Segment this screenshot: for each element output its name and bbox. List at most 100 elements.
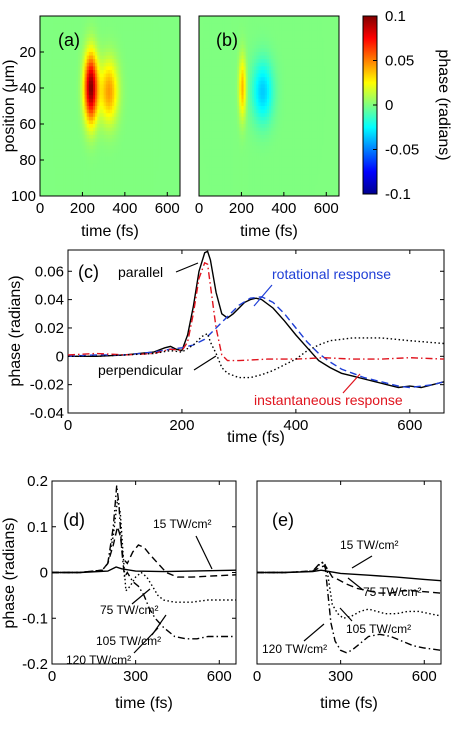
- heatmap-cell: [86, 124, 90, 128]
- heatmap-cell: [224, 73, 227, 78]
- heatmap-cell: [239, 44, 242, 49]
- heatmap-cell: [313, 23, 317, 28]
- heatmap-cell: [131, 174, 134, 179]
- heatmap-cell: [317, 91, 321, 96]
- heatmap-cell: [141, 170, 145, 175]
- heatmap-cell: [154, 116, 158, 121]
- heatmap-cell: [262, 41, 266, 46]
- heatmap-cell: [207, 102, 211, 107]
- heatmap-cell: [165, 102, 168, 107]
- heatmap-cell: [54, 131, 58, 136]
- heatmap-cell: [114, 73, 117, 78]
- heatmap-cell: [224, 19, 227, 24]
- heatmap-cell: [42, 170, 45, 175]
- heatmap-cell: [258, 88, 261, 92]
- heatmap-cell: [95, 106, 98, 110]
- heatmap-cell: [131, 163, 134, 168]
- heatmap-cell: [93, 160, 96, 164]
- heatmap-cell: [84, 91, 88, 96]
- heatmap-cell: [222, 77, 225, 82]
- heatmap-cell: [311, 59, 314, 64]
- heatmap-cell: [131, 37, 134, 42]
- heatmap-cell: [199, 16, 202, 20]
- heatmap-cell: [107, 127, 111, 132]
- heatmap-cell: [52, 163, 56, 168]
- heatmap-cell: [114, 109, 117, 114]
- heatmap-cell: [48, 167, 52, 172]
- heatmap-cell: [133, 113, 136, 118]
- heatmap-cell: [90, 41, 94, 46]
- heatmap-cell: [167, 109, 170, 114]
- heatmap-cell: [59, 106, 62, 110]
- heatmap-cell: [146, 80, 149, 85]
- heatmap-cell: [302, 44, 306, 49]
- y-tick-label: 40: [19, 80, 36, 97]
- heatmap-cell: [126, 167, 130, 172]
- heatmap-cell: [139, 142, 143, 146]
- heatmap-cell: [175, 84, 179, 89]
- heatmap-cell: [133, 178, 136, 182]
- heatmap-cell: [152, 142, 155, 146]
- heatmap-cell: [298, 48, 302, 53]
- heatmap-cell: [110, 102, 113, 107]
- heatmap-cell: [110, 70, 113, 74]
- heatmap-cell: [152, 174, 155, 179]
- heatmap-cell: [105, 138, 109, 143]
- heatmap-cell: [218, 66, 221, 71]
- heatmap-cell: [232, 59, 236, 64]
- heatmap-cell: [302, 55, 306, 60]
- heatmap-cell: [205, 44, 208, 49]
- heatmap-cell: [273, 77, 276, 82]
- heatmap-cell: [90, 52, 94, 56]
- heatmap-cell: [107, 178, 111, 182]
- heatmap-cell: [146, 30, 149, 35]
- heatmap-cell: [215, 98, 219, 103]
- heatmap-cell: [154, 142, 158, 146]
- heatmap-cell: [292, 48, 295, 53]
- heatmap-cell: [294, 55, 297, 60]
- heatmap-cell: [65, 77, 68, 82]
- heatmap-cell: [118, 181, 122, 186]
- heatmap-cell: [296, 62, 300, 67]
- heatmap-cell: [76, 163, 79, 168]
- heatmap-cell: [266, 70, 270, 74]
- heatmap-cell: [133, 145, 136, 150]
- heatmap-cell: [122, 91, 126, 96]
- heatmap-cell: [67, 77, 71, 82]
- heatmap-cell: [97, 163, 100, 168]
- heatmap-cell: [65, 26, 68, 31]
- heatmap-cell: [260, 73, 264, 78]
- heatmap-cell: [107, 91, 111, 96]
- heatmap-cell: [158, 19, 162, 24]
- heatmap-cell: [203, 41, 206, 46]
- heatmap-cell: [152, 124, 155, 128]
- heatmap-cell: [118, 124, 122, 128]
- heatmap-cell: [322, 73, 325, 78]
- heatmap-cell: [277, 26, 281, 31]
- heatmap-cell: [158, 109, 162, 114]
- heatmap-cell: [266, 88, 270, 92]
- heatmap-cell: [118, 16, 122, 20]
- heatmap-cell: [126, 106, 130, 110]
- x-tick-label: 200: [70, 200, 95, 217]
- heatmap-cell: [281, 48, 285, 53]
- heatmap-cell: [249, 48, 253, 53]
- heatmap-cell: [309, 70, 312, 74]
- heatmap-cell: [84, 34, 88, 38]
- heatmap-cell: [137, 167, 141, 172]
- heatmap-cell: [42, 185, 45, 190]
- heatmap-cell: [59, 52, 62, 56]
- heatmap-cell: [76, 116, 79, 121]
- heatmap-cell: [93, 192, 96, 197]
- heatmap-cell: [65, 55, 68, 60]
- heatmap-cell: [315, 70, 319, 74]
- heatmap-cell: [78, 59, 81, 64]
- heatmap-cell: [148, 102, 151, 107]
- heatmap-cell: [52, 142, 56, 146]
- heatmap-cell: [177, 113, 181, 118]
- heatmap-cell: [76, 77, 79, 82]
- heatmap-cell: [290, 88, 293, 92]
- heatmap-cell: [71, 16, 75, 20]
- heatmap-cell: [271, 44, 274, 49]
- heatmap-cell: [152, 62, 155, 67]
